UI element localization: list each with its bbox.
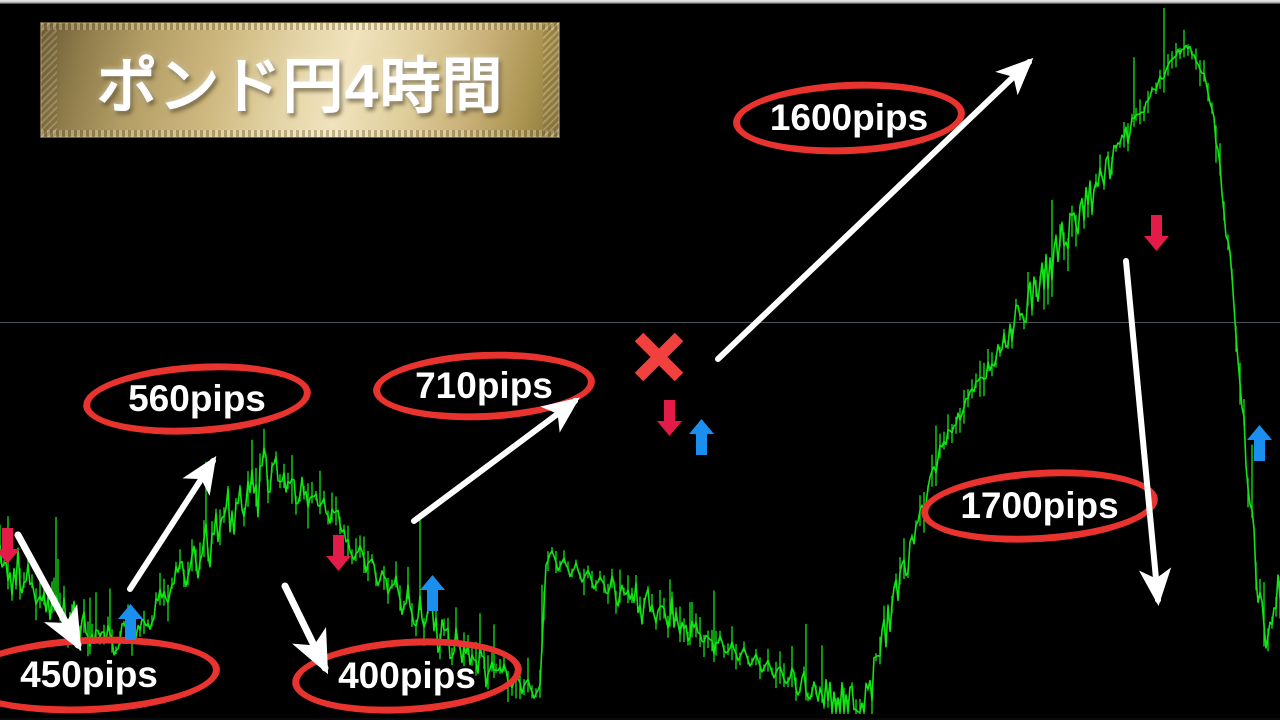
annotation-pips-450: 450pips — [0, 631, 222, 719]
annotation-pips-560: 560pips — [81, 357, 313, 441]
invalid-signal-x-icon — [632, 330, 686, 389]
annotation-pips-1600: 1600pips — [731, 76, 967, 160]
sell-arrow-icon-sell-4 — [1143, 213, 1170, 253]
annotation-pips-1700: 1700pips — [919, 462, 1160, 550]
buy-arrow-icon-buy-3 — [688, 417, 715, 457]
sell-arrow-icon-sell-1 — [0, 526, 21, 566]
banner-ornament-top — [41, 23, 559, 30]
annotation-pips-400: 400pips — [289, 632, 525, 720]
annotation-label: 560pips — [128, 378, 266, 419]
annotation-label: 1600pips — [769, 97, 929, 138]
banner-ornament-bottom — [41, 130, 559, 137]
annotation-label: 400pips — [338, 655, 476, 696]
sell-arrow-icon-sell-2 — [325, 533, 352, 573]
annotation-label: 450pips — [20, 654, 158, 695]
chart-title-banner: ポンド円4時間 — [40, 22, 560, 138]
annotation-pips-710: 710pips — [371, 347, 597, 425]
sell-arrow-icon-sell-3 — [656, 398, 683, 438]
buy-arrow-icon-buy-4 — [1246, 423, 1273, 463]
buy-arrow-icon-buy-1 — [117, 602, 144, 642]
top-edge-band — [0, 0, 1280, 4]
annotation-label: 1700pips — [960, 485, 1119, 526]
annotation-label: 710pips — [415, 365, 553, 406]
bottom-edge-band — [0, 718, 1280, 720]
gridline-horizontal — [0, 322, 1280, 323]
buy-arrow-icon-buy-2 — [419, 573, 446, 613]
banner-title-text: ポンド円4時間 — [96, 51, 504, 120]
